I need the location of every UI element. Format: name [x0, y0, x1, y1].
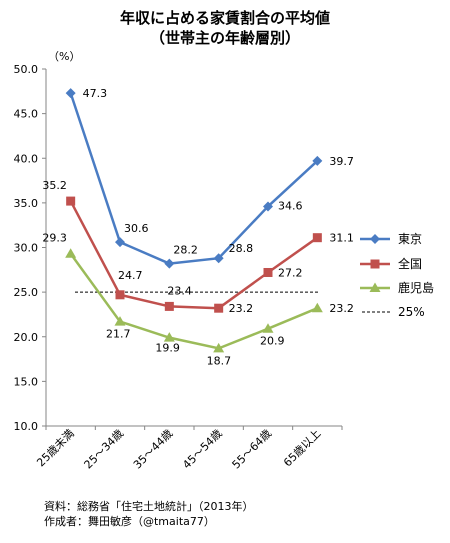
series-東京: 47.3 30.6 28.2 28.8 34.6 39.7	[65, 87, 354, 269]
x-tick-label: 25～34歳	[82, 427, 127, 472]
y-tick-label: 25.0	[14, 286, 39, 299]
y-axis-unit-label: （%）	[48, 50, 80, 63]
x-tick-label: 65歳以上	[281, 427, 323, 469]
data-point-marker	[164, 301, 174, 311]
author-note: 作成者：舞田敏彦（@tmaita77）	[44, 515, 215, 528]
legend-label: 全国	[398, 256, 422, 271]
data-label: 47.3	[83, 87, 108, 100]
data-point-marker	[115, 237, 125, 248]
chart-title-line1: 年収に占める家賃割合の平均値	[119, 9, 330, 27]
data-label: 18.7	[207, 354, 232, 367]
data-label: 34.6	[278, 199, 303, 212]
data-label: 23.2	[229, 302, 254, 315]
data-label: 30.6	[124, 222, 149, 235]
x-tick-label: 45～54歳	[180, 427, 225, 472]
x-axis-ticks: 25歳未満 25～34歳 35～44歳 45～54歳 55～64歳 65歳以上	[34, 426, 343, 472]
y-tick-label: 15.0	[14, 375, 39, 388]
data-point-marker	[312, 155, 323, 166]
data-point-marker	[263, 201, 273, 212]
data-point-marker	[214, 303, 224, 313]
legend-item: 25%	[362, 305, 425, 319]
data-label: 20.9	[260, 335, 285, 348]
series-line	[69, 200, 319, 310]
x-tick-label: 25歳未満	[34, 427, 76, 469]
y-axis-ticks: 10.0 15.0 20.0 25.0 30.0 35.0 40.0 45.0 50.0	[14, 63, 46, 433]
legend-item: 東京	[360, 232, 422, 246]
data-point-marker	[312, 233, 322, 243]
data-point-marker	[263, 267, 273, 277]
y-tick-label: 10.0	[14, 420, 39, 433]
data-label: 28.8	[229, 242, 254, 255]
data-label: 27.2	[278, 266, 303, 279]
legend-label: 25%	[398, 305, 425, 319]
legend-label: 鹿児島	[398, 280, 434, 295]
data-label: 31.1	[329, 232, 354, 245]
data-point-marker	[164, 258, 175, 269]
series-全国: 35.2 24.7 23.4 23.2 27.2 31.1	[42, 179, 353, 315]
data-point-marker	[262, 323, 274, 333]
series-line	[69, 253, 318, 350]
legend-item: 全国	[360, 256, 422, 271]
data-point-marker	[213, 342, 225, 353]
data-label: 23.4	[167, 284, 192, 297]
data-label: 29.3	[42, 232, 67, 245]
series-group: 47.3 30.6 28.2 28.8 34.6 39.7 35.2 24.7 23.4 23.2…	[42, 87, 353, 367]
data-point-marker	[163, 332, 175, 342]
y-tick-label: 40.0	[14, 152, 39, 165]
legend-label: 東京	[398, 232, 422, 246]
series-鹿児島: 29.3 21.7 19.9 18.7 20.9 23.2	[42, 232, 353, 368]
y-tick-label: 35.0	[14, 197, 39, 210]
data-label: 39.7	[329, 155, 354, 168]
data-label: 19.9	[155, 342, 180, 355]
data-label: 23.2	[329, 302, 354, 315]
data-point-marker	[369, 282, 381, 292]
y-tick-label: 45.0	[14, 108, 39, 121]
data-point-marker	[370, 259, 380, 269]
data-point-marker	[115, 290, 125, 300]
footer: 資料：総務省「住宅土地統計」（2013年） 作成者：舞田敏彦（@tmaita77…	[44, 499, 254, 529]
y-tick-label: 20.0	[14, 331, 39, 344]
line-chart: （%） 10.0 15.0 20.0 25.0 30.0 35.0 40.0 45.0 50.0…	[14, 50, 435, 472]
data-point-marker	[370, 234, 380, 244]
data-point-marker	[114, 316, 126, 326]
data-point-marker	[65, 248, 77, 258]
series-line	[69, 92, 319, 265]
y-tick-label: 30.0	[14, 242, 39, 255]
data-label: 24.7	[118, 269, 143, 282]
chart-title: 年収に占める家賃割合の平均値 （世帯主の年齢層別）	[0, 8, 450, 48]
data-label: 28.2	[173, 244, 198, 257]
y-tick-label: 50.0	[14, 63, 39, 76]
chart-title-line2: （世帯主の年齢層別）	[149, 29, 300, 47]
data-point-marker	[66, 196, 76, 206]
x-tick-label: 55～64歳	[230, 427, 275, 472]
legend-item: 鹿児島	[360, 280, 434, 295]
data-label: 21.7	[106, 328, 131, 341]
data-label: 35.2	[42, 179, 67, 192]
data-point-marker	[213, 253, 224, 264]
x-tick-label: 35～44歳	[131, 427, 176, 472]
source-note: 資料：総務省「住宅土地統計」（2013年）	[44, 500, 254, 513]
data-point-marker	[311, 302, 323, 313]
data-point-marker	[65, 88, 76, 99]
